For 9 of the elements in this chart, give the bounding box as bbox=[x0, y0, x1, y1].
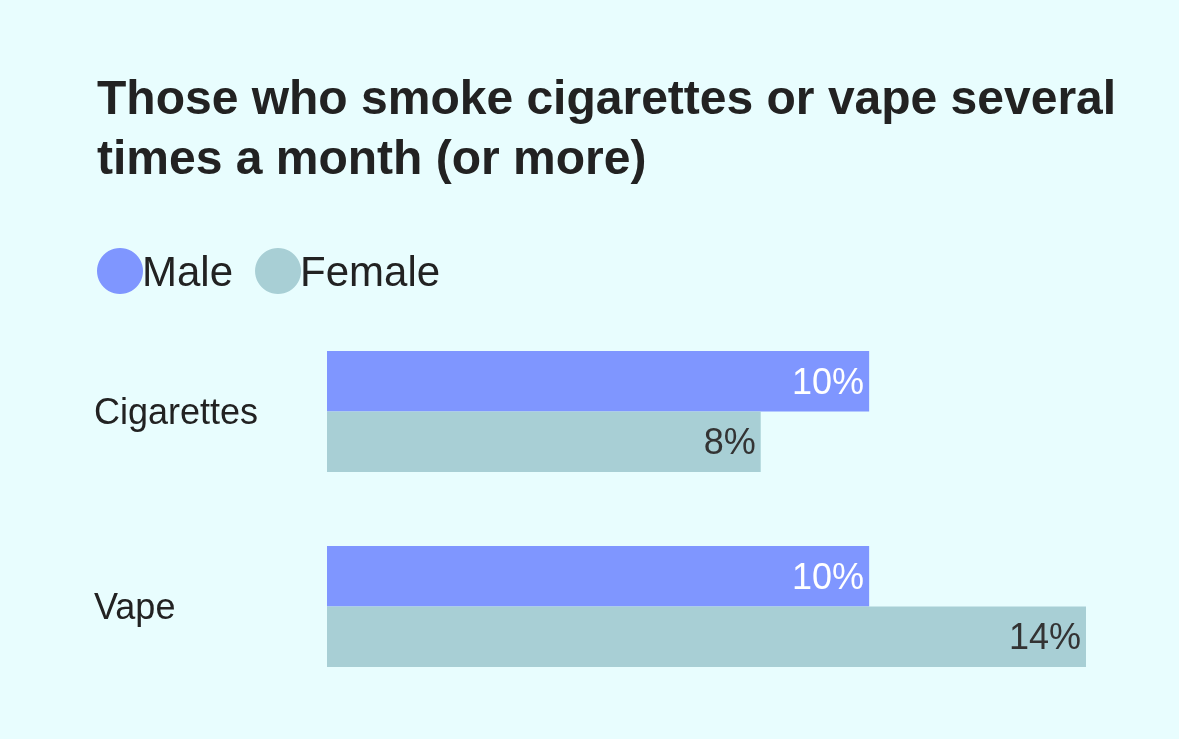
data-label: 14% bbox=[1008, 616, 1081, 658]
chart-title: Those who smoke cigarettes or vape several times a month (or more) bbox=[97, 70, 1130, 184]
data-label: 8% bbox=[703, 421, 756, 463]
data-label: 10% bbox=[792, 555, 865, 597]
legend-label: Male bbox=[142, 247, 234, 295]
y-tick-label: Vape bbox=[94, 586, 176, 627]
legend-label: Female bbox=[300, 247, 441, 295]
y-tick-label: Cigarettes bbox=[94, 391, 259, 432]
data-label: 10% bbox=[792, 360, 865, 402]
